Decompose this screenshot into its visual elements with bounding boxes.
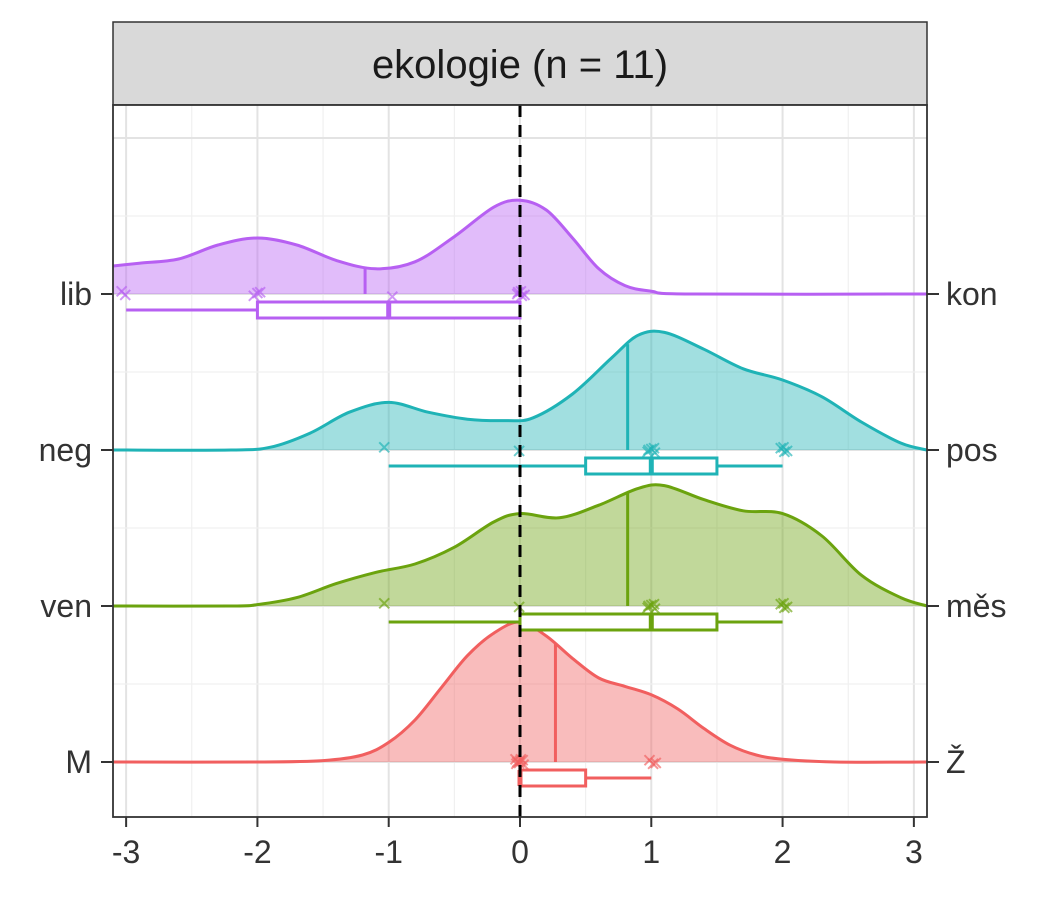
data-point-stroke bbox=[642, 600, 655, 612]
data-point bbox=[650, 757, 662, 769]
left-label-ven: ven bbox=[40, 588, 92, 624]
data-point-stroke bbox=[647, 758, 659, 770]
data-point bbox=[781, 445, 793, 457]
data-point-stroke bbox=[518, 289, 531, 301]
x-tick-label: -1 bbox=[374, 834, 402, 870]
box-body bbox=[518, 768, 588, 788]
data-point-stroke bbox=[515, 753, 527, 766]
data-point bbox=[778, 602, 791, 614]
data-point bbox=[642, 444, 655, 456]
right-label-lib: kon bbox=[946, 276, 998, 312]
data-point bbox=[515, 753, 527, 766]
data-point-stroke bbox=[378, 441, 390, 454]
facet-title: ekologie (n = 11) bbox=[372, 43, 668, 87]
right-label-M: Ž bbox=[946, 744, 966, 780]
data-point-stroke bbox=[781, 445, 793, 457]
data-point bbox=[781, 601, 793, 613]
density-line bbox=[112, 620, 928, 764]
data-point-stroke bbox=[649, 446, 661, 459]
density-line bbox=[112, 198, 928, 296]
x-tick-label: 3 bbox=[905, 834, 923, 870]
left-label-lib: lib bbox=[60, 276, 92, 312]
data-point-stroke bbox=[516, 290, 528, 302]
data-point bbox=[649, 446, 661, 459]
data-point bbox=[649, 602, 661, 615]
data-point bbox=[642, 600, 655, 612]
data-point bbox=[778, 446, 791, 458]
data-point-stroke bbox=[778, 446, 791, 458]
data-point-stroke bbox=[650, 757, 662, 769]
data-point-stroke bbox=[778, 602, 791, 614]
data-point bbox=[254, 286, 266, 298]
data-point-stroke bbox=[378, 597, 390, 610]
data-point bbox=[119, 289, 131, 301]
right-label-ven: měs bbox=[946, 588, 1006, 624]
data-point-stroke bbox=[119, 289, 131, 301]
data-point-stroke bbox=[251, 287, 264, 299]
ridge-neg bbox=[112, 329, 928, 476]
data-point bbox=[378, 597, 390, 610]
strip-background bbox=[112, 21, 928, 106]
data-point bbox=[647, 758, 659, 770]
data-point bbox=[516, 290, 528, 302]
left-label-neg: neg bbox=[39, 432, 92, 468]
density-line bbox=[112, 483, 928, 608]
data-point bbox=[378, 441, 390, 454]
data-point-stroke bbox=[386, 290, 399, 303]
x-tick-label: -2 bbox=[243, 834, 271, 870]
data-point-stroke bbox=[781, 601, 793, 613]
data-point-stroke bbox=[642, 444, 655, 456]
density-line bbox=[112, 329, 928, 452]
x-tick-label: 2 bbox=[774, 834, 792, 870]
right-label-neg: pos bbox=[946, 432, 998, 468]
data-point bbox=[386, 290, 399, 303]
x-tick-label: 0 bbox=[511, 834, 529, 870]
data-point bbox=[251, 287, 264, 299]
x-tick-label: 1 bbox=[642, 834, 660, 870]
left-label-M: M bbox=[65, 744, 92, 780]
data-point-stroke bbox=[254, 286, 266, 298]
x-tick-label: -3 bbox=[112, 834, 140, 870]
box-body bbox=[518, 612, 719, 632]
data-point-stroke bbox=[649, 602, 661, 615]
